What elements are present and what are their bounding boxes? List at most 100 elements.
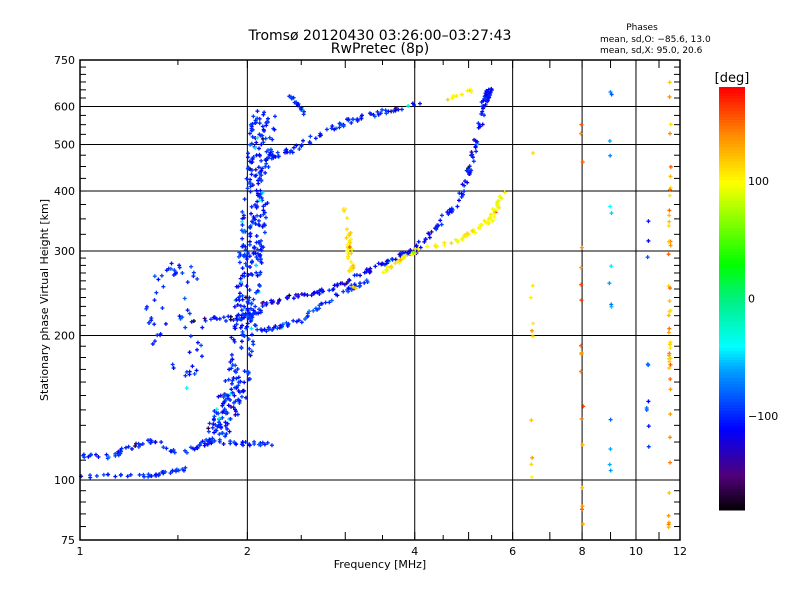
data-point-upper-echo	[294, 143, 299, 148]
data-point-f-cusp-vertical	[273, 114, 278, 119]
data-point-f-cusp-vertical	[214, 428, 219, 433]
colorbar-swatch	[719, 105, 745, 109]
data-point-column-11-5	[667, 193, 672, 198]
data-point-column-11-5	[668, 412, 673, 417]
data-point-upper-echo	[367, 111, 372, 116]
colorbar: [deg] 100 0 −100	[715, 71, 778, 511]
data-point-f-cusp-vertical	[240, 297, 245, 302]
data-point-f2-lower	[385, 258, 390, 263]
data-point-f-cusp-vertical	[257, 132, 262, 137]
colorbar-label: [deg]	[715, 71, 750, 86]
data-point-f-cusp-vertical	[241, 389, 246, 394]
data-point-f-cusp-vertical	[272, 127, 277, 132]
data-point-f-cusp-vertical	[261, 204, 266, 209]
data-point-column-9	[607, 138, 612, 143]
data-point-f-cusp-vertical	[259, 195, 264, 200]
data-point-f-cusp-vertical	[225, 426, 230, 431]
data-point-f-cusp-vertical	[236, 380, 241, 385]
data-point-f-cusp-vertical	[240, 323, 245, 328]
data-point-upper-echo	[275, 150, 280, 155]
data-point-f-cusp-vertical	[259, 173, 264, 178]
data-point-low-trace-b	[86, 454, 91, 459]
data-point-f-cusp-vertical	[229, 335, 234, 340]
data-point-f-cusp-vertical	[239, 339, 244, 344]
colorbar-swatch	[719, 129, 745, 133]
data-point-f-cusp-vertical	[254, 270, 259, 275]
data-point-f-cusp-vertical	[257, 152, 262, 157]
data-point-x-mode-rise	[459, 236, 464, 241]
x-tick-label: 6	[509, 545, 516, 558]
data-point-o-mode-rise	[457, 198, 462, 203]
data-point-low-trace-a	[173, 469, 178, 474]
stats-heading: Phases	[626, 23, 658, 33]
colorbar-swatch	[719, 300, 745, 304]
data-point-f2-lower-b	[286, 321, 291, 326]
data-point-f1-ledge	[202, 316, 207, 321]
colorbar-swatch	[719, 273, 745, 277]
data-point-low-trace-b	[183, 448, 188, 453]
colorbar-swatch	[719, 159, 745, 163]
data-point-upper-echo	[349, 120, 354, 125]
data-point-low-trace-a	[181, 468, 186, 473]
colorbar-swatch	[719, 357, 745, 361]
colorbar-swatch	[719, 369, 745, 373]
colorbar-swatch	[719, 162, 745, 166]
data-point-o-mode-rise	[459, 191, 464, 196]
data-point-f-cusp-vertical	[248, 181, 253, 186]
data-point-f-cusp-vertical	[235, 302, 240, 307]
data-point-upper-echo	[337, 125, 342, 130]
data-point-x-mode-rise	[388, 264, 393, 269]
data-point-low-trace-b	[269, 443, 274, 448]
colorbar-swatch	[719, 339, 745, 343]
data-point-low-trace-b	[243, 440, 248, 445]
colorbar-swatch	[719, 177, 745, 181]
data-point-e-scatter	[184, 369, 189, 374]
data-point-e-scatter	[192, 371, 197, 376]
colorbar-swatch	[719, 501, 745, 505]
data-point-f2-lower	[317, 291, 322, 296]
colorbar-swatch	[719, 228, 745, 232]
data-point-f-cusp-vertical	[248, 231, 253, 236]
colorbar-swatch	[719, 195, 745, 199]
data-point-f-cusp-vertical	[237, 250, 242, 255]
colorbar-swatch	[719, 393, 745, 397]
data-point-low-trace-b	[260, 440, 265, 445]
data-point-column-11-5	[668, 377, 673, 382]
data-point-o-mode-rise	[416, 239, 421, 244]
data-point-f-cusp-vertical	[261, 140, 266, 145]
y-tick-label: 500	[54, 139, 75, 152]
data-point-column-11-5	[666, 313, 671, 318]
data-point-o-mode-rise	[422, 239, 427, 244]
data-point-low-trace-b	[172, 450, 177, 455]
colorbar-swatch	[719, 354, 745, 358]
data-point-f-cusp-vertical	[249, 168, 254, 173]
data-point-x-vertical	[349, 247, 354, 252]
data-point-f-cusp-vertical	[248, 316, 253, 321]
data-point-o-mode-rise	[485, 99, 490, 104]
data-point-f2-lower	[331, 287, 336, 292]
data-point-f2-lower-b	[346, 286, 351, 291]
data-point-f2-lower	[317, 288, 322, 293]
data-point-f1-ledge	[247, 311, 252, 316]
data-point-upper-echo	[355, 118, 360, 123]
data-point-e-scatter	[158, 333, 163, 338]
data-point-f2-lower	[335, 283, 340, 288]
data-point-f2-lower	[293, 292, 298, 297]
data-point-f-cusp-vertical	[212, 409, 217, 414]
data-point-e-scatter	[149, 318, 154, 323]
data-point-e-scatter	[154, 290, 159, 295]
data-point-o-mode-rise	[439, 222, 444, 227]
colorbar-swatch	[719, 405, 745, 409]
data-point-e-scatter	[187, 350, 192, 355]
data-point-e-scatter	[170, 362, 175, 367]
data-point-column-10	[646, 399, 651, 404]
data-point-o-mode-rise	[481, 98, 486, 103]
data-point-x-vertical	[347, 268, 352, 273]
data-point-x-vertical	[345, 248, 350, 253]
data-point-o-mode-rise	[467, 171, 472, 176]
colorbar-swatch	[719, 252, 745, 256]
data-point-column-9	[609, 264, 614, 269]
data-point-upper-echo	[301, 138, 306, 143]
data-point-low-trace-a	[142, 474, 147, 479]
data-point-x-vertical	[345, 242, 350, 247]
